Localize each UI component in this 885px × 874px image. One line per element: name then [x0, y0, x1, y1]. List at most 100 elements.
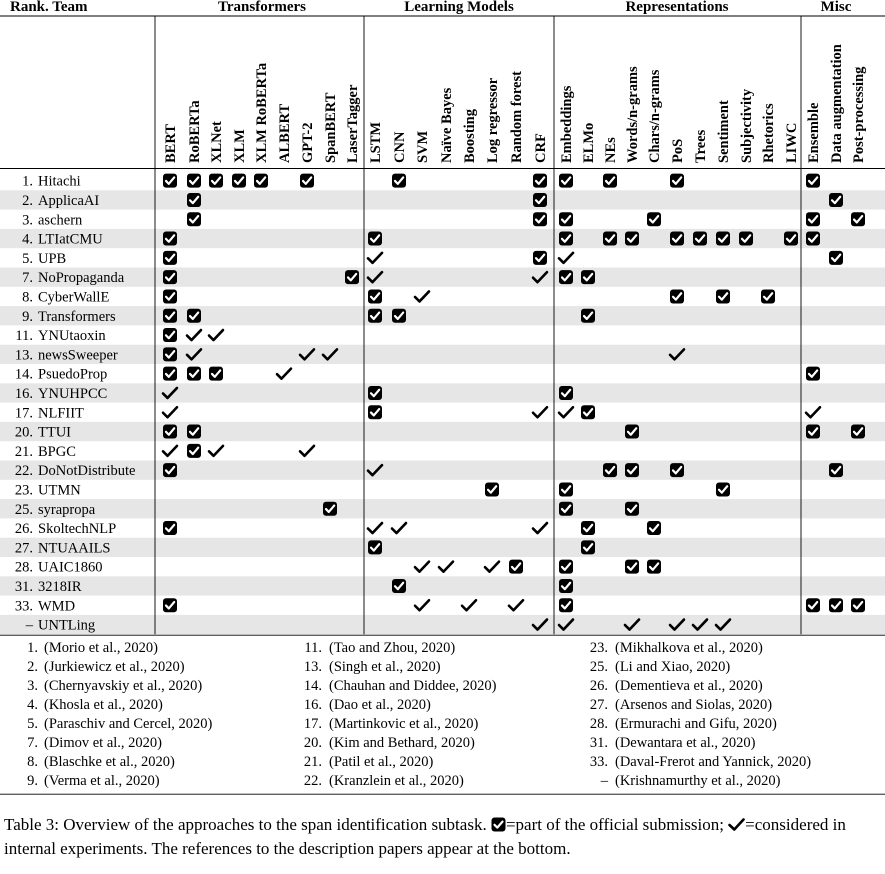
submission-check-stroke [560, 214, 572, 224]
reference-citation: (Krishnamurthy et al., 2020) [615, 773, 781, 789]
submission-check-stroke [852, 427, 864, 436]
row-team: UTMN [38, 482, 81, 498]
column-header: Trees [693, 129, 709, 163]
submission-check-stroke [188, 311, 200, 321]
submission-check-stroke [807, 234, 819, 243]
submission-check-stroke [188, 446, 200, 456]
row-stripe [0, 306, 885, 326]
experiment-check-icon [531, 405, 549, 419]
submission-check-stroke [164, 465, 176, 475]
submission-check-stroke [369, 292, 381, 301]
submission-check-stroke [164, 234, 176, 243]
submission-check-stroke [671, 292, 683, 301]
reference-number: 16. [304, 697, 322, 713]
column-header: BERT [163, 124, 179, 163]
experiment-check-icon [413, 560, 431, 573]
experiment-check-icon [531, 521, 549, 535]
reference-citation: (Chernyavskiy et al., 2020) [44, 678, 202, 694]
reference-citation: (Li and Xiao, 2020) [615, 659, 730, 675]
submission-check-stroke [369, 407, 381, 417]
column-header: ELMo [581, 123, 597, 163]
submission-check-stroke [369, 234, 381, 243]
reference-number: 13. [304, 659, 322, 675]
caption-text-2: =part of the official submission; [505, 815, 729, 834]
reference-citation: (Dimov et al., 2020) [44, 735, 162, 751]
row-team: SkoltechNLP [38, 521, 116, 537]
submission-check-stroke [393, 581, 405, 591]
submission-check-stroke [830, 465, 842, 475]
reference-citation: (Dementieva et al., 2020) [615, 678, 763, 694]
reference-number: 22. [304, 773, 322, 789]
submission-check-stroke [210, 176, 222, 185]
experiment-check-icon [207, 328, 225, 342]
experiment-check-icon [413, 598, 431, 612]
reference-citation: (Ermurachi and Gifu, 2020) [615, 716, 777, 732]
experiment-check-icon [714, 618, 732, 631]
submission-check-stroke [740, 234, 752, 243]
submission-check-stroke [534, 214, 546, 224]
column-header: Sentiment [716, 100, 732, 163]
experiment-check-icon [298, 348, 316, 361]
column-header: Boosting [462, 108, 478, 163]
reference-number: 28. [590, 716, 608, 732]
reference-citation: (Blaschke et al., 2020) [44, 754, 175, 770]
row-team: WMD [38, 598, 75, 614]
submission-check-stroke [188, 195, 200, 205]
experiment-check-icon [668, 618, 686, 631]
row-rank: 7. [22, 270, 33, 286]
submission-check-stroke [852, 600, 864, 610]
experiment-check-icon [366, 463, 384, 477]
row-rank: 21. [15, 444, 33, 460]
submission-check-stroke [164, 330, 176, 340]
reference-citation: (Arsenos and Siolas, 2020) [615, 697, 772, 713]
row-team: YNUHPCC [38, 386, 107, 402]
experiment-check-icon [298, 444, 316, 458]
column-header: CRF [533, 133, 549, 163]
row-rank: 11. [15, 328, 33, 344]
reference-citation: (Mikhalkova et al., 2020) [615, 640, 763, 656]
reference-number: 17. [304, 716, 322, 732]
experiment-check-icon [275, 367, 293, 380]
reference-number: 21. [304, 754, 322, 770]
experiment-check-icon [366, 270, 384, 284]
submission-check-stroke [807, 369, 819, 378]
experiment-check-icon [557, 618, 575, 631]
column-header: PoS [670, 139, 686, 163]
column-header: Naïve Bayes [439, 87, 455, 163]
column-header: LSTM [368, 122, 384, 163]
submission-check-stroke [852, 214, 864, 224]
experiment-check-icon [531, 618, 549, 631]
column-header: Log regressor [485, 77, 501, 163]
reference-number: 14. [304, 678, 322, 694]
submission-check-stroke [560, 504, 572, 514]
row-team: TTUI [38, 425, 71, 441]
experiment-check-icon [413, 290, 431, 303]
submission-check-stroke [164, 369, 176, 378]
column-header: XLNet [209, 121, 225, 163]
reference-number: 26. [590, 678, 608, 694]
submission-check-stroke [324, 504, 336, 514]
row-team: UAIC1860 [38, 560, 102, 576]
row-rank: – [25, 618, 34, 634]
experiment-check-icon [691, 618, 709, 631]
submission-check-stroke [582, 311, 594, 321]
experiment-check-icon [366, 251, 384, 265]
submission-check-stroke [560, 600, 572, 610]
submission-check-stroke [648, 523, 660, 533]
experiment-check-icon [668, 348, 686, 361]
row-team: NLFIIT [38, 405, 84, 421]
column-header: Subjectivity [739, 88, 755, 163]
submission-check-stroke [233, 176, 245, 185]
row-rank: 2. [22, 193, 33, 209]
row-rank: 8. [22, 289, 33, 305]
submission-check-stroke [582, 523, 594, 533]
column-header: Post-processing [851, 66, 867, 163]
experiment-check-icon [557, 405, 575, 419]
row-rank: 28. [15, 560, 33, 576]
row-team: YNUtaoxin [38, 328, 106, 344]
submission-check-stroke [164, 253, 176, 263]
submission-check-stroke [560, 581, 572, 591]
reference-citation: (Dewantara et al., 2020) [615, 735, 756, 751]
submission-check-stroke [164, 523, 176, 533]
